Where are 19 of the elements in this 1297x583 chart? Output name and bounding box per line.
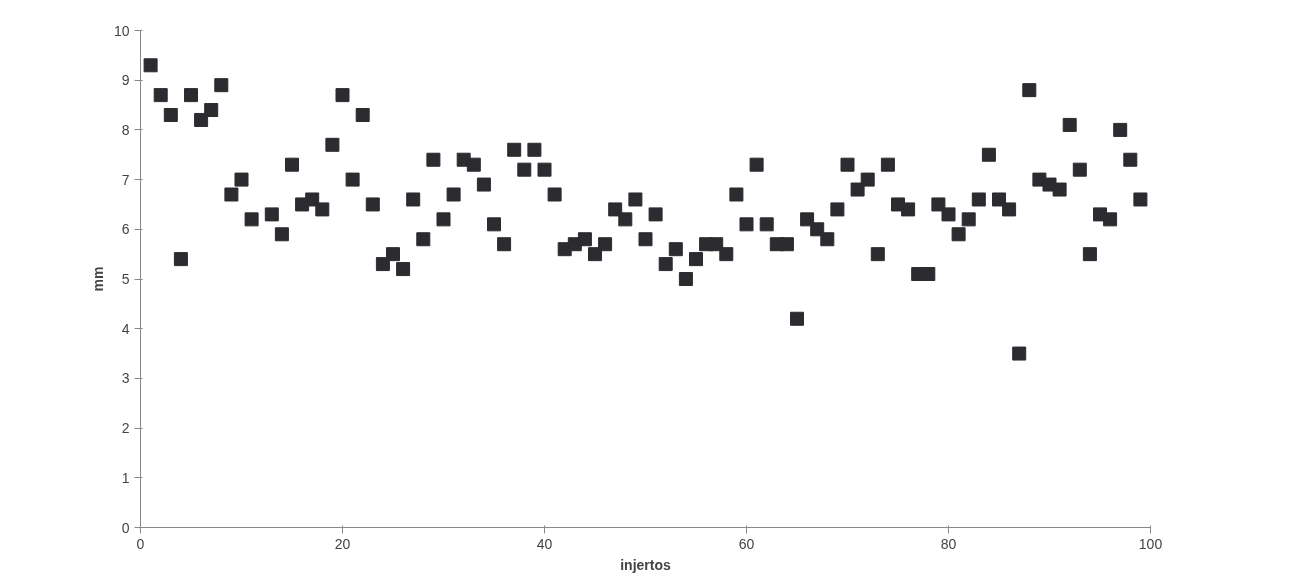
y-tick-label: 3: [121, 370, 130, 387]
y-tick-label: 6: [121, 221, 130, 238]
x-tick-label: 0: [136, 535, 145, 552]
y-tick-label: 0: [121, 519, 130, 536]
y-tick-label: 10: [113, 22, 130, 39]
x-tick-label: 20: [334, 535, 351, 552]
y-tick-label: 9: [121, 72, 130, 89]
y-tick-label: 1: [121, 469, 130, 486]
x-tick-label: 100: [1138, 535, 1163, 552]
y-tick-label: 7: [121, 171, 130, 188]
x-tick-label: 80: [940, 535, 957, 552]
y-tick-label: 5: [121, 271, 130, 287]
y-tick-label: 4: [121, 320, 130, 337]
x-tick-label: 60: [738, 535, 755, 552]
x-tick-label: 40: [536, 535, 553, 552]
y-axis-title: mm: [89, 266, 106, 292]
y-tick-label: 2: [121, 420, 130, 437]
y-tick-label: 8: [121, 121, 130, 138]
x-axis-title: injertos: [620, 556, 671, 573]
